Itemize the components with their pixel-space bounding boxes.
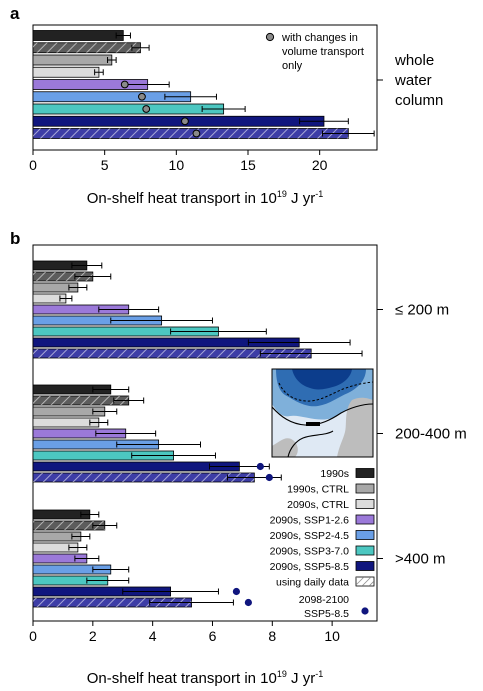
inset-map [271, 368, 374, 458]
panel-a-x-axis: 0 5 10 15 20 [29, 150, 328, 173]
b-tick-label-8: 8 [268, 628, 276, 644]
legend-using-daily-data-swatch-hatch [356, 577, 374, 586]
b-tick-label-10: 10 [324, 628, 340, 644]
a-tick-label-5: 5 [101, 157, 109, 173]
bar-2090s-ssp5-8-5-b1-7 [32, 461, 240, 472]
volume-only-marker-a4 [120, 80, 129, 89]
legend-using-daily-data-text: using daily data [276, 577, 349, 589]
legend-volume-only-line-1: with changes in [281, 32, 358, 44]
ssp585-2098-2100-marker-b2-7 [232, 587, 241, 596]
volume-only-marker-a6 [142, 105, 151, 113]
bar-2090s-ssp5-8-5-a7 [32, 115, 325, 127]
legend-volume-only-dot [265, 32, 275, 42]
bar-2090s-ctrl-b1-3 [32, 417, 100, 428]
a-tick-label-15: 15 [240, 157, 256, 173]
legend-1990s-ctrl-text: 1990s, CTRL [287, 484, 349, 496]
legend-1990s-ctrl-swatch [355, 483, 375, 494]
legend-2090s-ssp3-7-0-text: 2090s, SSP3-7.0 [270, 546, 350, 558]
volume-only-marker-a8 [192, 129, 201, 138]
legend-2090s-ctrl-swatch [355, 499, 375, 509]
panel-a-x-label: On-shelf heat transport in 1019 J yr-1 [87, 189, 323, 207]
legend-volume-only-line-2: volume transport [282, 46, 364, 58]
a-tick-label-20: 20 [312, 157, 328, 173]
bar-2090s-ssp3-7-0-a6 [32, 103, 225, 115]
legend-2090s-ssp2-4-5-swatch [355, 530, 375, 540]
panel-b-bars [32, 260, 363, 608]
volume-only-marker-a5 [138, 92, 146, 101]
panel-b-group-labels: ≤ 200 m 200-400 m >400 m [377, 302, 467, 568]
legend-2090s-ssp3-7-0-swatch [355, 545, 375, 556]
legend-2098-2100-ssp5-8-5-text-0: 2098-2100 [299, 594, 349, 606]
bar-2090s-ssp5-8-5-daily-b2-8-hatch [33, 598, 192, 607]
ssp585-2098-2100-marker-b1-7 [256, 462, 264, 471]
group-label-whole-line-3: column [395, 92, 443, 109]
bar-1990s-daily-b1-1-hatch [33, 396, 129, 405]
panel-b-x-axis: 0 2 4 6 8 10 [29, 621, 340, 644]
b-tick-label-4: 4 [149, 628, 157, 644]
group-label-200-m: ≤ 200 m [395, 302, 449, 319]
a-tick-label-0: 0 [29, 157, 37, 173]
bar-1990s-daily-b0-1-hatch [33, 272, 93, 281]
ssp585-2098-2100-marker-b1-8 [265, 473, 273, 482]
legend-volume-only-line-3: only [282, 60, 303, 72]
legend-2090s-ssp2-4-5-text: 2090s, SSP2-4.5 [270, 530, 350, 542]
bar-1990s-daily-b2-1-hatch [33, 521, 105, 530]
panel-b-legend: 1990s 1990s, CTRL 2090s, CTRL 2090s, SSP1-2… [270, 468, 375, 620]
panel-a-bars [32, 30, 375, 139]
panel-b-label: b [10, 229, 20, 248]
b-tick-label-2: 2 [89, 628, 97, 644]
legend-2090s-ssp1-2-6-text: 2090s, SSP1-2.6 [270, 515, 350, 527]
a-tick-label-10: 10 [169, 157, 185, 173]
bar-2090s-ssp5-8-5-daily-a8-hatch [33, 128, 349, 139]
panel-a-label: a [10, 4, 20, 23]
bar-1990s-a0 [32, 30, 124, 41]
panel-a: a 0 5 10 15 20 with changes in volume transp… [10, 4, 443, 207]
panel-b-x-label: On-shelf heat transport in 1019 J yr-1 [87, 669, 323, 687]
legend-2098-2100-ssp5-8-5-swatch [361, 607, 369, 615]
ssp585-2098-2100-marker-b2-8 [244, 598, 252, 607]
legend-2090s-ssp5-8-5-swatch [355, 561, 375, 571]
bar-1990s-ctrl-a2 [32, 54, 113, 66]
volume-only-marker-a7 [181, 117, 189, 126]
panel-a-legend: with changes in volume transport only [265, 32, 364, 72]
group-label-400-m: >400 m [395, 551, 445, 568]
bar-2090s-ssp5-8-5-daily-b0-8-hatch [33, 349, 312, 358]
bar-1990s-daily-a1-hatch [33, 42, 141, 53]
legend-2090s-ctrl-text: 2090s, CTRL [287, 499, 349, 511]
legend-2090s-ssp1-2-6-swatch [355, 514, 375, 525]
legend-1990s-swatch [355, 468, 375, 478]
legend-2090s-ssp5-8-5-text: 2090s, SSP5-8.5 [270, 561, 350, 573]
group-label-whole-line-1: whole [394, 52, 434, 69]
legend-2098-2100-ssp5-8-5-text-1: SSP5-8.5 [304, 608, 349, 620]
bar-2090s-ssp5-8-5-daily-b1-8-hatch [33, 473, 255, 482]
bar-2090s-ctrl-a3 [32, 66, 100, 78]
group-label-whole-line-2: water [394, 72, 432, 89]
group-label-200-400-m: 200-400 m [395, 426, 467, 443]
b-tick-label-6: 6 [209, 628, 217, 644]
b-tick-label-0: 0 [29, 628, 37, 644]
legend-1990s-text: 1990s [320, 468, 349, 480]
